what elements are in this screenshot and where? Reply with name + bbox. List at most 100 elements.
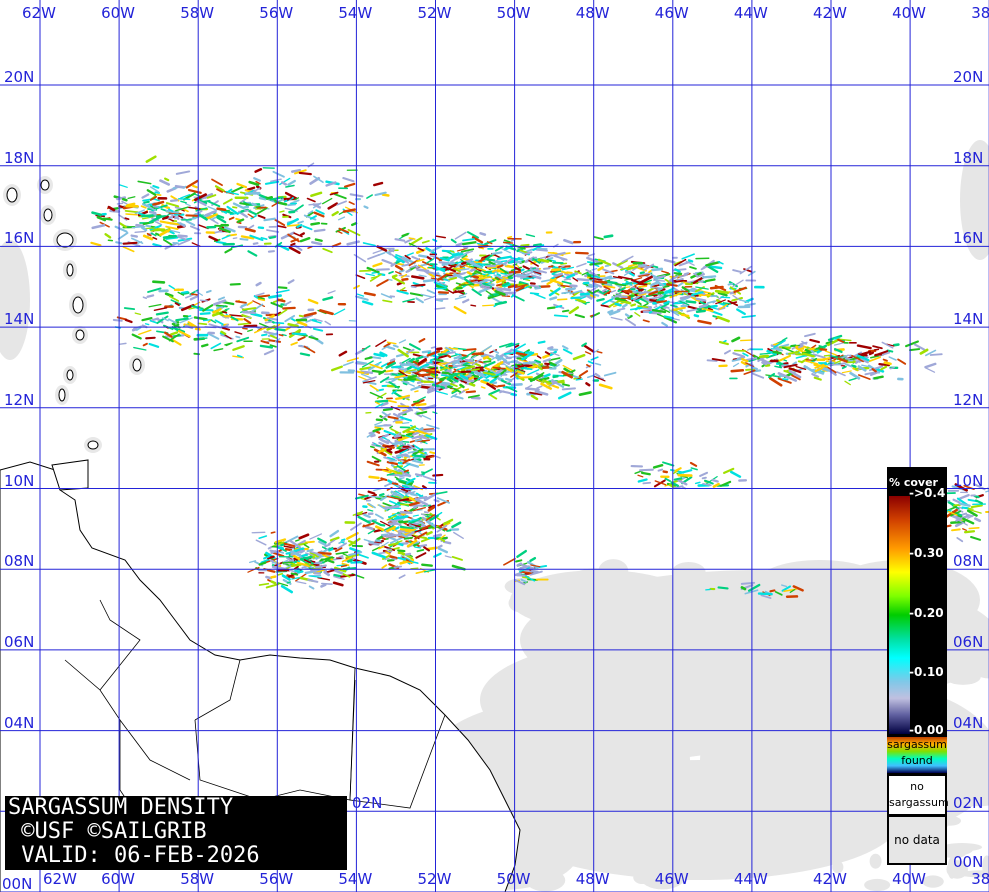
- sargassum-patch: [679, 294, 695, 300]
- sargassum-patch: [630, 303, 637, 307]
- sargassum-patch: [691, 291, 704, 297]
- sargassum-patch: [777, 354, 792, 363]
- sargassum-patch: [483, 353, 494, 358]
- sargassum-patch: [199, 337, 208, 340]
- no-data-patch: [657, 606, 700, 633]
- sargassum-patch: [663, 315, 675, 320]
- sargassum-patch: [827, 338, 841, 347]
- sargassum-patch: [260, 558, 270, 564]
- sargassum-patch: [607, 309, 614, 314]
- sargassum-patch: [210, 218, 219, 225]
- sargassum-patch: [695, 309, 706, 314]
- sargassum-patch: [439, 537, 446, 543]
- sargassum-patch: [360, 497, 365, 500]
- sargassum-patch: [148, 303, 162, 308]
- sargassum-patch: [486, 382, 497, 390]
- sargassum-patch: [334, 547, 343, 553]
- sargassum-patch: [723, 349, 731, 355]
- sargassum-patch: [418, 451, 426, 456]
- sargassum-patch: [541, 279, 552, 283]
- sargassum-patch: [224, 247, 233, 254]
- sargassum-patch: [480, 386, 486, 389]
- sargassum-patch: [328, 546, 334, 550]
- sargassum-patch: [443, 518, 454, 526]
- sargassum-patch: [379, 376, 390, 384]
- sargassum-patch: [393, 565, 403, 569]
- sargassum-patch: [679, 300, 690, 306]
- sargassum-patch: [404, 461, 420, 468]
- sargassum-patch: [216, 207, 227, 212]
- sargassum-patch: [260, 340, 270, 345]
- sargassum-patch: [217, 296, 226, 301]
- sargassum-patch: [494, 277, 500, 281]
- no-data-patch: [644, 796, 656, 815]
- sargassum-patch: [255, 180, 261, 185]
- sargassum-patch: [170, 229, 181, 234]
- sargassum-patch: [775, 349, 783, 352]
- sargassum-patch: [362, 380, 376, 384]
- sargassum-patch: [420, 293, 434, 298]
- sargassum-patch: [342, 361, 354, 367]
- sargassum-patch: [781, 584, 788, 588]
- sargassum-patch: [758, 354, 770, 359]
- sargassum-patch: [179, 317, 193, 324]
- sargassum-patch: [474, 266, 482, 272]
- sargassum-patch: [633, 277, 643, 281]
- sargassum-patch: [653, 305, 658, 309]
- sargassum-patch: [309, 550, 322, 556]
- sargassum-patch: [366, 194, 373, 199]
- sargassum-patch: [122, 246, 135, 253]
- sargassum-patch: [152, 200, 165, 206]
- sargassum-patch: [515, 351, 528, 357]
- sargassum-patch: [322, 296, 334, 301]
- no-data-patch: [555, 720, 575, 745]
- sargassum-patch: [141, 202, 157, 211]
- sargassum-patch: [834, 360, 842, 364]
- sargassum-patch: [184, 203, 191, 207]
- no-data-patch: [735, 753, 746, 764]
- sargassum-patch: [264, 180, 280, 185]
- sargassum-patch: [289, 539, 302, 549]
- sargassum-patch: [254, 292, 265, 297]
- sargassum-patch: [299, 555, 313, 561]
- sargassum-patch: [510, 383, 523, 387]
- sargassum-patch: [518, 567, 530, 573]
- sargassum-patch: [408, 237, 416, 240]
- sargassum-patch: [281, 574, 291, 581]
- sargassum-patch: [428, 272, 436, 278]
- sargassum-patch: [526, 384, 533, 389]
- sargassum-patch: [291, 576, 302, 580]
- sargassum-patch: [230, 185, 245, 194]
- sargassum-patch: [220, 330, 227, 336]
- sargassum-patch: [435, 491, 448, 495]
- sargassum-patch: [795, 354, 808, 359]
- sargassum-patch: [305, 552, 314, 556]
- sargassum-patch: [732, 269, 742, 273]
- sargassum-patch: [291, 332, 307, 336]
- sargassum-patch: [592, 282, 603, 288]
- sargassum-patch: [841, 365, 847, 370]
- sargassum-patch: [630, 278, 642, 285]
- sargassum-patch: [507, 284, 518, 289]
- sargassum-patch: [476, 267, 486, 272]
- sargassum-patch: [298, 171, 312, 176]
- latitude-label-right: 00N: [953, 853, 984, 871]
- no-data-area: [960, 140, 989, 260]
- sargassum-patch: [414, 473, 423, 477]
- sargassum-patch: [416, 509, 423, 512]
- sargassum-patch: [497, 356, 504, 362]
- sargassum-patch: [369, 541, 380, 546]
- sargassum-patch: [417, 264, 427, 270]
- sargassum-patch: [524, 276, 536, 280]
- sargassum-patch: [274, 327, 286, 332]
- sargassum-patch: [386, 449, 393, 454]
- sargassum-patch: [391, 274, 398, 278]
- sargassum-patch: [141, 214, 154, 218]
- sargassum-patch: [624, 318, 636, 327]
- sargassum-patch: [434, 307, 446, 310]
- sargassum-patch: [144, 323, 150, 326]
- sargassum-patch: [405, 432, 413, 437]
- sargassum-patch: [905, 340, 919, 348]
- sargassum-patch: [426, 350, 441, 357]
